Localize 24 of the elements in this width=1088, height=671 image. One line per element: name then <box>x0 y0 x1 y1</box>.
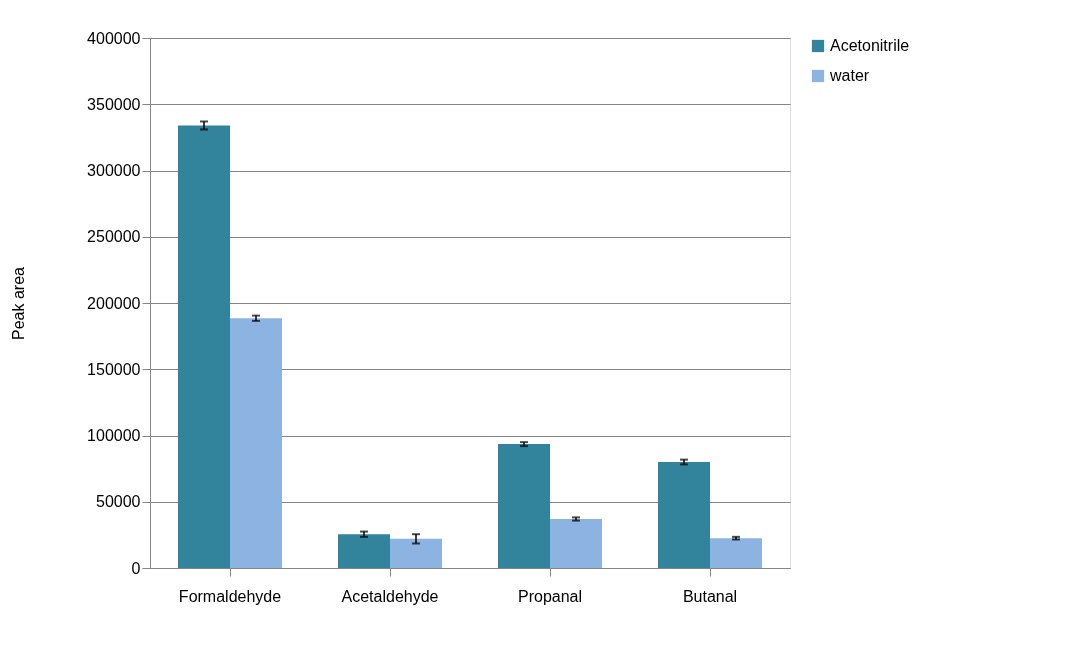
y-tick-label: 0 <box>131 559 141 577</box>
bar <box>498 444 550 568</box>
y-tick-label: 350000 <box>87 95 141 113</box>
x-tick-label: Formaldehyde <box>178 587 282 605</box>
bar <box>178 125 230 568</box>
y-axis-title: Peak area <box>10 266 28 340</box>
bar <box>230 318 282 568</box>
legend-label: Acetonitrile <box>830 37 910 54</box>
y-tick-label: 400000 <box>87 29 141 47</box>
legend-label: water <box>829 67 870 84</box>
y-tick-label: 300000 <box>87 162 141 179</box>
x-tick-label: Propanal <box>517 587 583 605</box>
bar <box>710 538 762 568</box>
bar <box>390 538 442 568</box>
y-tick-label: 200000 <box>87 294 141 312</box>
y-tick-label: 50000 <box>96 493 141 511</box>
bar <box>550 518 602 568</box>
y-tick-label: 100000 <box>87 427 141 444</box>
bar <box>658 462 710 568</box>
x-tick-label: Butanal <box>682 587 738 605</box>
bar <box>338 534 390 568</box>
y-tick-label: 250000 <box>87 228 141 246</box>
x-tick-label: Acetaldehyde <box>341 587 439 605</box>
y-tick-label: 150000 <box>87 360 141 378</box>
